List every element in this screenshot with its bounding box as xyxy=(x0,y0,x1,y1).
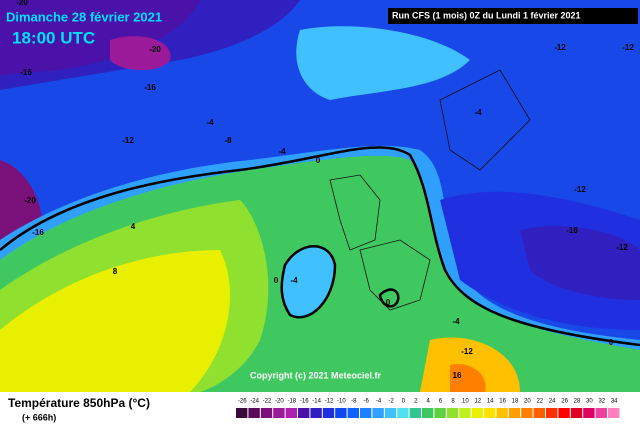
contour-label: -12 xyxy=(554,43,566,52)
contour-label: 0 xyxy=(316,156,321,165)
contour-label: 0 xyxy=(386,298,391,307)
colorbar-label: 0 xyxy=(402,399,406,405)
colorbar-swatch xyxy=(459,408,471,418)
legend-title: Température 850hPa (°C) xyxy=(8,396,150,410)
contour-label: -20 xyxy=(16,0,28,7)
colorbar-label: -6 xyxy=(364,399,370,405)
colorbar-label: -12 xyxy=(325,399,334,405)
colorbar-label: 2 xyxy=(414,399,418,405)
contour-label: -4 xyxy=(452,317,460,326)
colorbar-label: -14 xyxy=(312,399,321,405)
colorbar-label: 18 xyxy=(512,399,519,405)
colorbar-swatch xyxy=(384,408,397,418)
colorbar-swatch xyxy=(409,408,421,418)
contour-label: -20 xyxy=(24,196,36,205)
colorbar-swatch xyxy=(570,408,583,418)
contour-label: -4 xyxy=(474,108,482,117)
contour-label: 0 xyxy=(609,338,614,347)
colorbar-label: 26 xyxy=(561,399,568,405)
contour-label: -8 xyxy=(224,136,232,145)
contour-label: -12 xyxy=(122,136,134,145)
contour-label: -4 xyxy=(278,147,286,156)
colorbar-swatch xyxy=(372,408,384,418)
colorbar-swatch xyxy=(335,408,347,418)
colorbar-label: 24 xyxy=(549,399,556,405)
colorbar-label: 14 xyxy=(487,399,494,405)
colorbar-swatch xyxy=(484,408,496,418)
colorbar-label: -24 xyxy=(250,399,259,405)
colorbar-swatch xyxy=(347,408,359,418)
colorbar-label: 20 xyxy=(524,399,531,405)
colorbar-swatch xyxy=(236,408,248,418)
time-label: 18:00 UTC xyxy=(12,28,95,47)
date-label: Dimanche 28 février 2021 xyxy=(6,9,162,24)
colorbar-swatch xyxy=(273,408,285,418)
colorbar-label: 32 xyxy=(598,399,605,405)
colorbar-swatch xyxy=(533,408,545,418)
colorbar-label: -22 xyxy=(263,399,272,405)
colorbar-swatch xyxy=(471,408,483,418)
contour-label: -4 xyxy=(290,276,298,285)
contour-label: -16 xyxy=(144,83,156,92)
colorbar-label: 16 xyxy=(499,399,506,405)
colorbar-label: -18 xyxy=(287,399,296,405)
colorbar-label: 8 xyxy=(451,399,455,405)
contour-label: -12 xyxy=(622,43,634,52)
contour-label: -4 xyxy=(206,118,214,127)
colorbar-swatch xyxy=(446,408,459,418)
colorbar-label: -26 xyxy=(238,399,247,405)
colorbar-label: 6 xyxy=(439,399,443,405)
colorbar-swatch xyxy=(583,408,595,418)
colorbar-label: 30 xyxy=(586,399,593,405)
overlay: -26 -24 -22 -20 -18 -16 -14 -12 -10 -8 -6 -4 -2 0 2 4 6 8… xyxy=(16,0,634,418)
colorbar-swatch xyxy=(496,408,508,418)
colorbar-swatch xyxy=(322,408,335,418)
colorbar-swatch xyxy=(508,408,521,418)
colorbar-swatch xyxy=(298,408,310,418)
contour-label: -12 xyxy=(616,243,628,252)
colorbar-swatch xyxy=(422,408,434,418)
colorbar-label: -4 xyxy=(376,399,382,405)
colorbar-swatch xyxy=(558,408,570,418)
contour-label: 16 xyxy=(453,371,462,380)
colorbar-label: 34 xyxy=(611,399,618,405)
colorbar-label: -10 xyxy=(337,399,346,405)
colorbar-swatch xyxy=(248,408,260,418)
colorbar-swatch xyxy=(310,408,322,418)
colorbar-swatch xyxy=(521,408,533,418)
colorbar-label: 10 xyxy=(462,399,469,405)
colorbar-label: 22 xyxy=(536,399,543,405)
colorbar-label: -20 xyxy=(275,399,284,405)
colorbar-label: 12 xyxy=(474,399,481,405)
colorbar-label: 4 xyxy=(427,399,431,405)
colorbar-label: -2 xyxy=(388,399,394,405)
contour-label: -12 xyxy=(461,347,473,356)
colorbar-label: -8 xyxy=(351,399,357,405)
colorbar-swatch xyxy=(285,408,297,418)
contour-label: 8 xyxy=(113,267,118,276)
colorbar-swatch xyxy=(260,408,273,418)
contour-label: 0 xyxy=(274,276,279,285)
colorbar-swatch xyxy=(608,408,620,418)
colorbar-swatch xyxy=(595,408,607,418)
colorbar-swatch xyxy=(397,408,409,418)
contour-label: -20 xyxy=(149,45,161,54)
contour-label: -16 xyxy=(20,68,32,77)
colorbar-label: 28 xyxy=(574,399,581,405)
legend-subtitle: (+ 666h) xyxy=(22,412,56,422)
colorbar-swatch xyxy=(434,408,446,418)
contour-label: 4 xyxy=(131,222,136,231)
colorbar-swatch xyxy=(546,408,558,418)
map-field xyxy=(0,0,640,392)
colorbar-swatch xyxy=(360,408,372,418)
run-label: Run CFS (1 mois) 0Z du Lundi 1 février 2… xyxy=(392,10,581,20)
colorbar-label: -16 xyxy=(300,399,309,405)
contour-label: -16 xyxy=(566,226,578,235)
contour-label: -12 xyxy=(574,185,586,194)
copyright: Copyright (c) 2021 Meteociel.fr xyxy=(250,370,382,380)
contour-label: -16 xyxy=(32,228,44,237)
run-box xyxy=(388,8,638,24)
